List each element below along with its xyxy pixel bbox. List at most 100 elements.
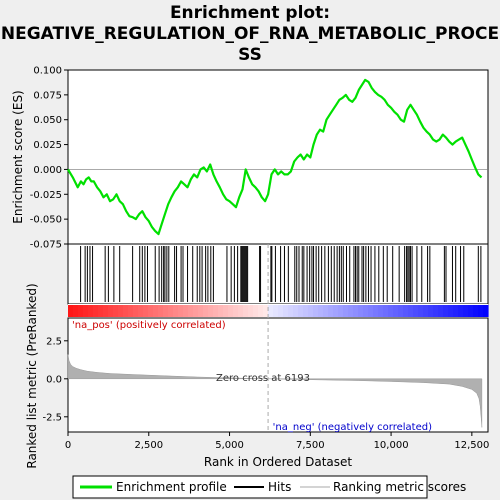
colorbar-segment <box>408 305 414 317</box>
colorbar-segment <box>463 305 469 317</box>
legend-label-hits: Hits <box>268 480 291 494</box>
colorbar-segment <box>303 305 309 317</box>
colorbar-segment <box>468 305 474 317</box>
colorbar-segment <box>323 305 329 317</box>
colorbar-segment <box>148 305 154 317</box>
enrichment-y-tick-label: 0.075 <box>33 90 62 101</box>
metric-y-tick-label: -2.5 <box>42 412 62 423</box>
colorbar-segment <box>253 305 259 317</box>
colorbar-segment <box>118 305 124 317</box>
enrichment-y-tick-label: -0.050 <box>30 215 62 226</box>
colorbar-segment <box>343 305 349 317</box>
negative-correlation-label: 'na_neg' (negatively correlated) <box>273 422 432 433</box>
enrichment-y-axis-label: Enrichment score (ES) <box>11 90 25 223</box>
colorbar-segment <box>168 305 174 317</box>
colorbar-segment <box>333 305 339 317</box>
colorbar-segment <box>418 305 424 317</box>
colorbar-segment <box>178 305 184 317</box>
colorbar-segment <box>228 305 234 317</box>
legend-label-enrichment: Enrichment profile <box>116 480 227 494</box>
colorbar-segment <box>108 305 114 317</box>
colorbar-segment <box>338 305 344 317</box>
colorbar-segment <box>283 305 289 317</box>
x-tick-label: 10,000 <box>374 440 409 451</box>
colorbar-segment <box>88 305 94 317</box>
colorbar-segment <box>223 305 229 317</box>
colorbar-segment <box>438 305 444 317</box>
colorbar-segment <box>398 305 404 317</box>
colorbar-segment <box>138 305 144 317</box>
legend-label-metric: Ranking metric scores <box>333 480 466 494</box>
metric-y-axis-label: Ranked list metric (PreRanked) <box>25 283 39 468</box>
colorbar-segment <box>113 305 119 317</box>
colorbar-segment <box>383 305 389 317</box>
positive-correlation-label: 'na_pos' (positively correlated) <box>72 320 226 331</box>
colorbar-segment <box>458 305 464 317</box>
enrichment-y-tick-label: 0.050 <box>33 115 62 126</box>
colorbar-segment <box>473 305 479 317</box>
colorbar-segment <box>183 305 189 317</box>
enrichment-y-tick-label: -0.025 <box>30 190 62 201</box>
colorbar-segment <box>318 305 324 317</box>
colorbar-segment <box>288 305 294 317</box>
colorbar-segment <box>158 305 164 317</box>
enrichment-panel <box>67 69 489 245</box>
colorbar-segment <box>428 305 434 317</box>
x-tick-label: 2,500 <box>134 440 163 451</box>
colorbar-segment <box>218 305 224 317</box>
colorbar-segment <box>393 305 399 317</box>
metric-y-tick-label: 0.0 <box>46 374 62 385</box>
colorbar-segment <box>403 305 409 317</box>
colorbar-segment <box>83 305 89 317</box>
colorbar-segment <box>328 305 334 317</box>
colorbar-segment <box>123 305 129 317</box>
colorbar-segment <box>248 305 254 317</box>
colorbar-segment <box>258 305 264 317</box>
x-tick-label: 5,000 <box>215 440 244 451</box>
colorbar-segment <box>93 305 99 317</box>
colorbar-segment <box>233 305 239 317</box>
x-tick-label: 7,500 <box>296 440 325 451</box>
colorbar-segment <box>388 305 394 317</box>
colorbar-segment <box>263 305 269 317</box>
chart-title-line-2: NEGATIVE_REGULATION_OF_RNA_METABOLIC_PRO… <box>1 24 499 44</box>
metric-y-tick-label: 2.5 <box>46 336 62 347</box>
enrichment-layer: 0.100 0.075 0.050 0.025 0.000 -0.025 -0.050 -0.… <box>30 66 488 251</box>
colorbar-segment <box>143 305 149 317</box>
enrichment-y-tick-label: 0.100 <box>33 66 62 77</box>
colorbar-segment <box>98 305 104 317</box>
colorbar-segment <box>198 305 204 317</box>
colorbar-segment <box>268 305 274 317</box>
colorbar-segment <box>188 305 194 317</box>
colorbar-segment <box>433 305 439 317</box>
colorbar-segment <box>308 305 314 317</box>
colorbar-segment <box>78 305 84 317</box>
colorbar-segment <box>213 305 219 317</box>
colorbar-segment <box>483 305 489 317</box>
colorbar-segment <box>423 305 429 317</box>
colorbar-segment <box>448 305 454 317</box>
hits-panel <box>67 243 489 305</box>
colorbar-segment <box>443 305 449 317</box>
x-axis-label: Rank in Ordered Dataset <box>204 455 352 469</box>
enrichment-y-tick-label: 0.000 <box>33 165 62 176</box>
colorbar-segment <box>368 305 374 317</box>
colorbar-segment <box>363 305 369 317</box>
enrichment-y-tick-label: -0.075 <box>30 240 62 251</box>
colorbar-segment <box>68 305 74 317</box>
legend: Enrichment profile Hits Ranking metric s… <box>72 475 466 499</box>
x-tick-label: 0 <box>65 440 71 451</box>
colorbar-segment <box>173 305 179 317</box>
colorbar-segment <box>373 305 379 317</box>
enrichment-y-tick-label: 0.025 <box>33 140 62 151</box>
colorbar-segment <box>133 305 139 317</box>
colorbar-segment <box>73 305 79 317</box>
colorbar-segment <box>128 305 134 317</box>
rank-colorbar <box>68 305 489 317</box>
colorbar-segment <box>193 305 199 317</box>
colorbar-segment <box>353 305 359 317</box>
colorbar-segment <box>358 305 364 317</box>
hits-layer <box>80 246 482 302</box>
chart-title-line-1: Enrichment plot: <box>170 3 330 23</box>
